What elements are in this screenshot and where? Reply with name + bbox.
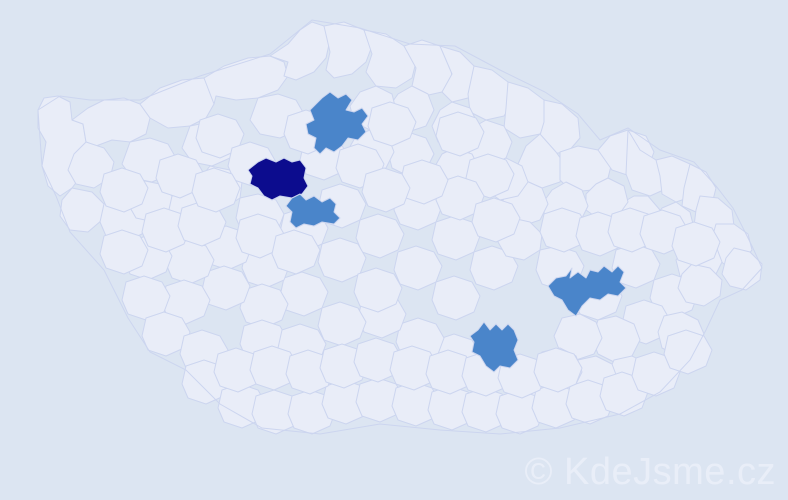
district-shape[interactable] xyxy=(554,314,602,360)
district-shape[interactable] xyxy=(672,222,720,266)
district-blue-east-moravia[interactable] xyxy=(548,266,626,316)
district-navy-central-bohemia[interactable] xyxy=(248,158,308,200)
district-shape[interactable] xyxy=(318,302,366,346)
district-blue-north-central[interactable] xyxy=(306,92,368,154)
district-shape[interactable] xyxy=(364,30,416,88)
district-layer-base xyxy=(37,19,763,435)
district-shape[interactable] xyxy=(324,22,372,78)
district-layer-highlighted xyxy=(248,92,626,372)
district-shape[interactable] xyxy=(100,230,148,274)
district-shape[interactable] xyxy=(272,230,320,274)
district-shape[interactable] xyxy=(678,264,722,306)
district-shape[interactable] xyxy=(356,214,404,258)
district-blue-central-south[interactable] xyxy=(286,194,340,228)
district-shape[interactable] xyxy=(100,168,148,212)
district-shape[interactable] xyxy=(362,168,410,212)
country-outline xyxy=(37,19,763,435)
district-shape[interactable] xyxy=(68,142,114,188)
district-blue-south-moravia[interactable] xyxy=(470,322,518,372)
district-shape[interactable] xyxy=(354,268,402,312)
district-shape[interactable] xyxy=(240,284,288,328)
district-shape[interactable] xyxy=(472,198,520,242)
district-shape[interactable] xyxy=(192,168,240,212)
district-shape[interactable] xyxy=(432,276,480,320)
district-shape[interactable] xyxy=(436,112,484,156)
district-shape[interactable] xyxy=(270,22,330,80)
district-shape[interactable] xyxy=(534,348,582,392)
district-shape[interactable] xyxy=(368,102,416,146)
district-shape[interactable] xyxy=(60,188,104,232)
district-shape[interactable] xyxy=(142,208,190,252)
district-shape[interactable] xyxy=(468,66,514,120)
district-shape[interactable] xyxy=(470,246,518,290)
watermark: © KdeJsme.cz xyxy=(524,451,776,493)
